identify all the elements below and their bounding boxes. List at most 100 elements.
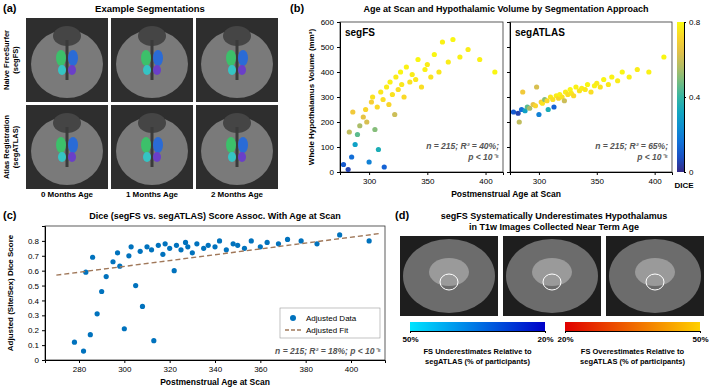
point [419,84,424,89]
segmentation-overlay [153,137,163,153]
image-background [196,105,278,189]
segmentation-overlay [153,50,163,66]
point [361,114,366,119]
tick: 360 [254,360,268,374]
image-background [26,18,108,102]
image-tissue [635,258,675,286]
tick: 400 [321,68,340,77]
image-outline [646,274,664,290]
point [609,74,614,79]
tick-label: 20% [537,335,553,344]
tick-label: 20% [557,335,573,344]
tick: 0.8 [28,237,45,246]
tick-mark [42,256,45,257]
point [432,52,437,57]
tick-mark [507,72,510,73]
image-background [196,18,278,102]
point [249,238,254,243]
point [413,77,418,82]
tick: 0.6 [28,267,45,276]
tick-label: 320 [163,365,177,374]
tick-mark [507,172,510,173]
image-tissue [403,239,495,313]
tick: 0 [330,168,340,177]
point [404,64,409,69]
point [242,246,247,251]
tick-label: 340 [209,365,223,374]
tick-mark [337,97,340,98]
tick-label: 300 [321,93,335,102]
segmentation-overlay [153,152,161,162]
point [450,37,455,42]
point [217,238,222,243]
tick-label: 200 [321,118,335,127]
panel-title: in T1w Images Collected Near Term Age [469,222,639,232]
point [425,62,430,67]
point [393,74,398,79]
segmentation-overlay [228,65,236,75]
segmentation-overlay [226,50,236,66]
axis: 00.40.8 [684,18,701,177]
point [156,243,161,248]
legend-box [280,308,380,338]
tick: 320 [163,360,177,374]
tick: 300 [363,172,377,186]
axis-line [566,332,701,334]
tick-label: 0.8 [689,18,701,27]
image-tissue [506,239,598,313]
tick: 0.7 [28,252,45,261]
column-label: 2 Months Age [211,190,264,199]
tick [507,47,510,48]
point [399,82,404,87]
tick-mark [684,172,686,173]
point [551,104,556,109]
point [363,107,368,112]
point [337,232,342,237]
tick-mark [337,72,340,73]
tick-mark [507,147,510,148]
segmentation-overlay [238,152,246,162]
point [446,59,451,64]
point [194,241,199,246]
point [392,112,397,117]
axis-title: Whole Hypothalamus Volume (mm³) [307,29,316,166]
point [517,119,522,124]
segmentation-overlay [226,137,236,153]
tick-mark [507,97,510,98]
image-midline [236,40,239,80]
tick-mark [42,271,45,272]
tick-mark [42,330,45,331]
axis-line [411,332,546,334]
panel-label: (a) [3,2,17,14]
panel-title: segFS Systematically Underestimates Hypo… [441,211,668,221]
axis-title: Postmenstrual Age at Scan [160,377,270,387]
tick: 0.4 [28,297,45,306]
row-label: Naive FreeSurfer [2,30,11,90]
image-background [503,236,601,316]
point [99,289,104,294]
point [627,74,632,79]
tick: 100 [321,143,340,152]
tick-mark [410,331,411,333]
tick: 20% [557,331,573,344]
legend-symbol [290,315,296,321]
tick-mark [565,331,566,333]
tick [507,22,510,23]
annotation: n = 215; R² = 65%; [595,141,668,151]
point [367,238,372,243]
tick-mark [42,345,45,346]
image-background [111,105,193,189]
mri-image [26,18,108,102]
panel-title: Example Segmentations [95,3,205,14]
point [167,246,172,251]
tick-label: 400 [345,365,359,374]
tick-mark [545,331,546,333]
point [163,241,168,246]
point [585,82,590,87]
tick-mark [351,360,352,363]
subplot-title: segFS [345,27,375,38]
mri-image [111,18,193,102]
tick: 300 [321,93,340,102]
tick-mark [337,22,340,23]
point [178,247,183,252]
